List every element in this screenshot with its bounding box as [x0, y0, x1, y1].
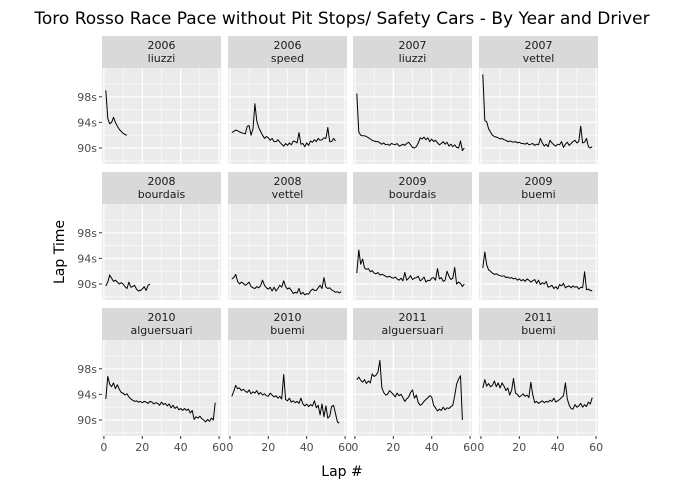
facet-strip-driver: liuzzi — [148, 52, 176, 65]
facet-strip-year: 2007 — [525, 39, 553, 52]
facet-strip-year: 2006 — [148, 39, 176, 52]
y-tick-label: 94s — [77, 252, 97, 265]
y-tick-label: 94s — [77, 388, 97, 401]
facet-strip — [102, 36, 221, 68]
lap-time-line — [356, 93, 465, 152]
x-tick-label: 20 — [386, 441, 400, 454]
lap-time-line — [105, 90, 128, 136]
facet-strip-driver: liuzzi — [399, 52, 427, 65]
lap-time-line — [105, 274, 151, 292]
facet-panels: 2006liuzzi2006speed2007liuzzi2007vettel2… — [102, 36, 598, 436]
x-tick-label: 20 — [261, 441, 275, 454]
facet-strip — [228, 308, 347, 340]
lap-time-line — [482, 251, 593, 292]
y-tick-label: 90s — [77, 278, 97, 291]
facet-strip — [479, 308, 598, 340]
facet-strip-driver: speed — [271, 52, 304, 65]
x-tick-label: 20 — [135, 441, 149, 454]
facet-strip-driver: buemi — [521, 188, 556, 201]
facet-strip-year: 2010 — [274, 311, 302, 324]
x-tick-label: 60 — [212, 441, 226, 454]
facet-strip-driver: alguersuari — [381, 324, 443, 337]
facet-strip-year: 2011 — [525, 311, 553, 324]
y-tick-label: 98s — [77, 227, 97, 240]
facet-strip-year: 2010 — [148, 311, 176, 324]
lap-time-line — [356, 249, 465, 288]
x-tick-label: 40 — [300, 441, 314, 454]
facet-strip — [353, 308, 472, 340]
chart-title: Toro Rosso Race Pace without Pit Stops/ … — [33, 9, 649, 29]
y-tick-label: 98s — [77, 363, 97, 376]
facet-strip-driver: bourdais — [138, 188, 186, 201]
facet-strip — [353, 172, 472, 204]
y-tick-label: 90s — [77, 142, 97, 155]
facet-strip-year: 2007 — [399, 39, 427, 52]
x-tick-label: 60 — [463, 441, 477, 454]
lap-time-line — [105, 376, 216, 423]
facet-strip — [228, 36, 347, 68]
facet-strip-driver: vettel — [523, 52, 555, 65]
x-axis-label: Lap # — [321, 464, 362, 480]
facet-strip-year: 2011 — [399, 311, 427, 324]
lap-time-line — [482, 74, 593, 149]
facet-strip-year: 2006 — [274, 39, 302, 52]
lap-time-line — [231, 374, 340, 424]
x-tick-label: 0 — [351, 441, 358, 454]
facet-strip-driver: bourdais — [389, 188, 437, 201]
facet-strip — [102, 172, 221, 204]
facet-strip-driver: vettel — [272, 188, 304, 201]
facet-strip-driver: buemi — [270, 324, 305, 337]
facet-strip — [228, 172, 347, 204]
x-tick-label: 40 — [174, 441, 188, 454]
x-tick-label: 20 — [512, 441, 526, 454]
y-axis-label: Lap Time — [52, 220, 68, 284]
x-tick-label: 60 — [589, 441, 603, 454]
facet-strip-year: 2008 — [148, 175, 176, 188]
facet-strip-year: 2008 — [274, 175, 302, 188]
lap-time-line — [482, 377, 593, 410]
x-tick-label: 0 — [100, 441, 107, 454]
facet-strip — [353, 36, 472, 68]
lap-time-line — [231, 273, 342, 296]
facet-strip — [479, 172, 598, 204]
y-tick-label: 90s — [77, 414, 97, 427]
lap-time-line — [231, 103, 336, 148]
y-tick-label: 98s — [77, 91, 97, 104]
facet-strip-driver: buemi — [521, 324, 556, 337]
lap-time-line — [356, 360, 463, 421]
x-tick-label: 40 — [551, 441, 565, 454]
facet-strip-driver: alguersuari — [130, 324, 192, 337]
facet-strip-year: 2009 — [525, 175, 553, 188]
facet-strip — [102, 308, 221, 340]
x-tick-label: 40 — [425, 441, 439, 454]
facet-strip — [479, 36, 598, 68]
x-tick-label: 60 — [338, 441, 352, 454]
x-tick-label: 0 — [477, 441, 484, 454]
y-tick-label: 94s — [77, 116, 97, 129]
facet-strip-year: 2009 — [399, 175, 427, 188]
x-tick-label: 0 — [226, 441, 233, 454]
